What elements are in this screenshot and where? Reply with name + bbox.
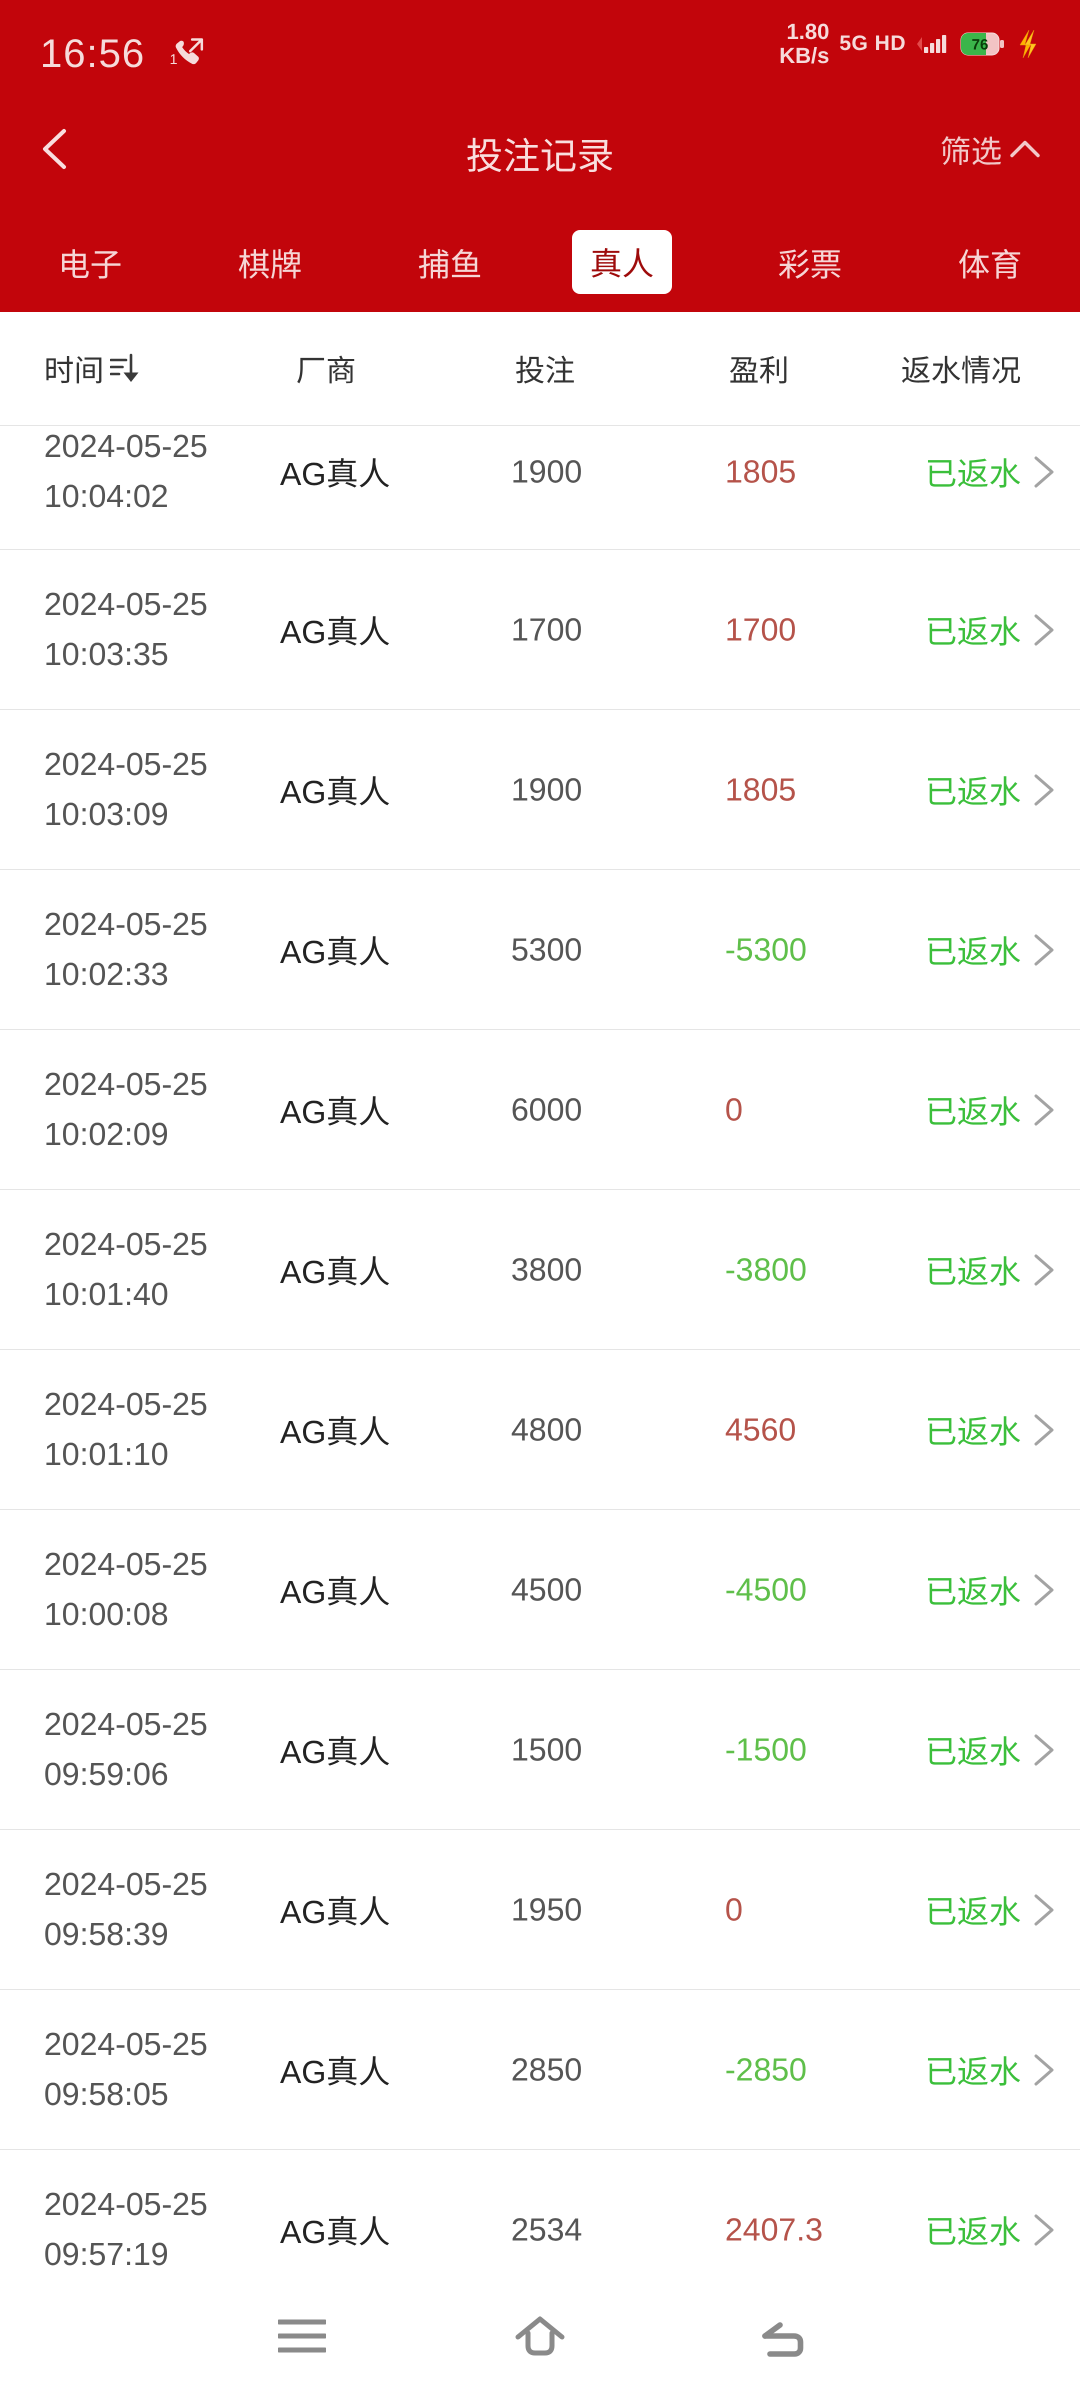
svg-text:76: 76	[972, 37, 989, 54]
svg-text:1: 1	[170, 51, 178, 68]
